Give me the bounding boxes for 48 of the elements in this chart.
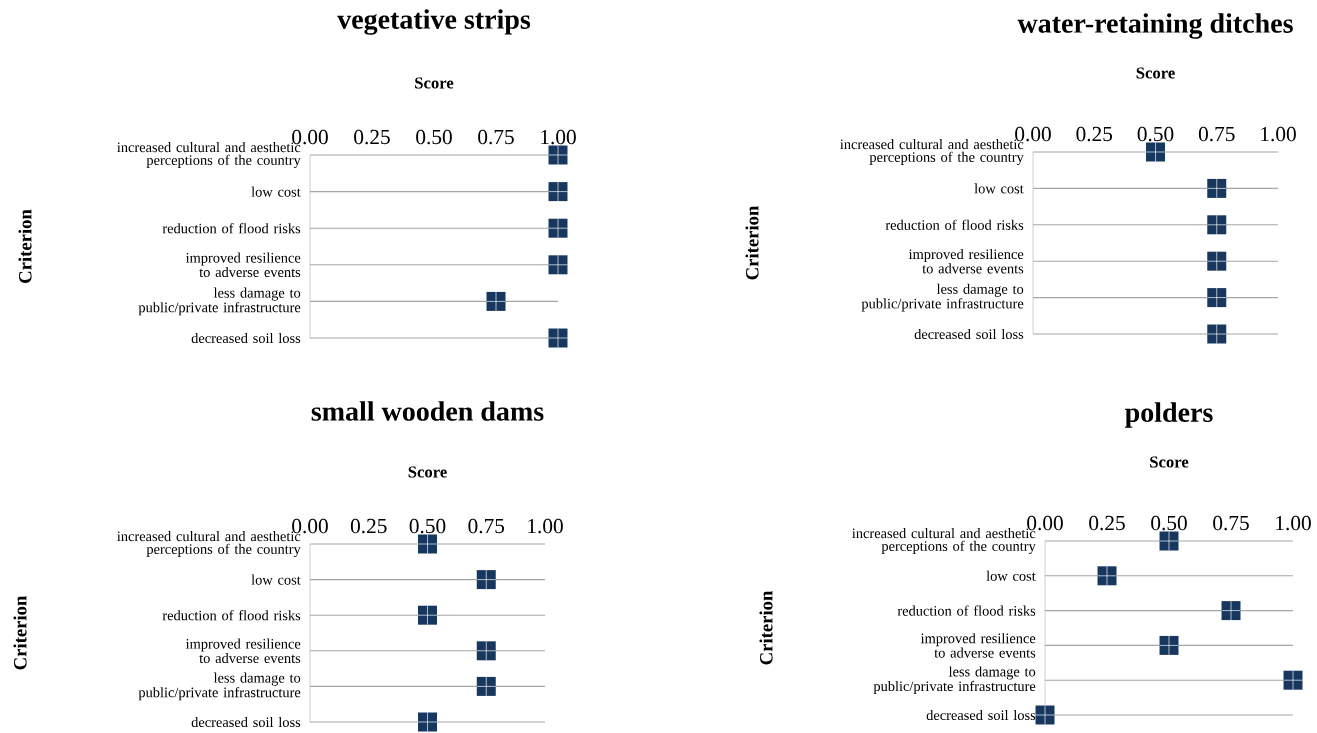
x-tick-label: 0.25 [1076, 126, 1113, 142]
chart-title: water-retaining ditches [1017, 13, 1293, 39]
x-tick-label: 0.75 [478, 129, 514, 145]
y-tick-label: improved resilience to adverse events [185, 638, 301, 664]
x-tick-label: 0.50 [1137, 126, 1174, 142]
x-tick-label: 0.50 [416, 129, 452, 145]
y-tick-label: low cost [251, 574, 301, 585]
y-tick-label: improved resilience to adverse events [908, 248, 1024, 274]
x-tick-label: 0.75 [468, 518, 505, 534]
chart-title: small wooden dams [311, 401, 544, 421]
y-tick-label: decreased soil loss [926, 709, 1036, 721]
x-tick-label: 0.50 [409, 518, 446, 534]
y-axis-title: Criterion [759, 590, 773, 665]
chart-title: vegetative strips [337, 9, 531, 35]
x-tick-label: 0.25 [350, 518, 387, 534]
y-tick-label: low cost [251, 186, 301, 197]
x-axis-title: Score [1136, 67, 1175, 79]
x-tick-label: 0.75 [1198, 126, 1235, 142]
y-tick-label: decreased soil loss [191, 716, 301, 728]
y-tick-label: reduction of flood risks [162, 223, 301, 234]
y-tick-label: less damage to public/private infrastructure [138, 672, 301, 701]
y-axis-title: Criterion [745, 205, 759, 280]
y-tick-label: less damage to public/private infrastructure [873, 666, 1036, 695]
y-tick-label: improved resilience to adverse events [920, 633, 1036, 658]
y-tick-label: low cost [986, 570, 1036, 581]
y-tick-label: less damage to public/private infrastructure [861, 283, 1024, 312]
x-tick-label: 0.25 [1089, 515, 1125, 531]
x-tick-label: 0.25 [354, 129, 390, 145]
y-tick-label: decreased soil loss [191, 332, 301, 344]
y-axis-title: Criterion [18, 209, 32, 283]
x-tick-label: 1.00 [1261, 126, 1296, 142]
x-tick-label: 1.00 [541, 129, 576, 145]
y-tick-label: reduction of flood risks [162, 610, 301, 621]
x-tick-label: 1.00 [528, 518, 563, 534]
y-axis-title: Criterion [13, 595, 27, 670]
chart-title: polders [1125, 402, 1213, 428]
x-tick-label: 0.50 [1151, 515, 1187, 531]
y-tick-label: improved resilience to adverse events [185, 252, 301, 278]
y-tick-label: reduction of flood risks [897, 605, 1036, 616]
x-axis-title: Score [1150, 456, 1189, 468]
x-axis-title: Score [408, 466, 447, 478]
y-tick-label: less damage to public/private infrastructure [138, 287, 301, 316]
x-tick-label: 1.00 [1276, 515, 1311, 531]
y-tick-label: reduction of flood risks [885, 219, 1024, 230]
y-tick-label: decreased soil loss [914, 328, 1024, 340]
x-axis-title: Score [415, 77, 454, 89]
x-tick-label: 0.75 [1213, 515, 1249, 531]
y-tick-label: low cost [974, 183, 1024, 194]
